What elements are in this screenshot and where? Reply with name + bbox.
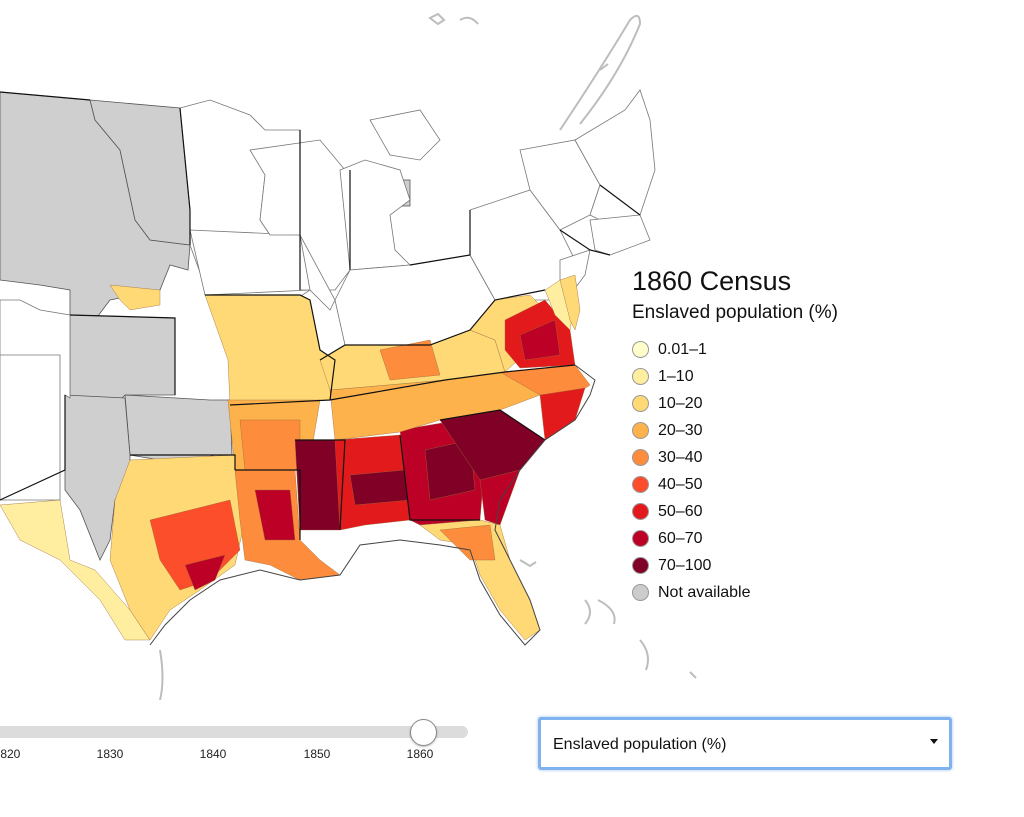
census-map[interactable] xyxy=(0,0,1024,700)
legend-swatch xyxy=(632,476,649,493)
legend-swatch xyxy=(632,530,649,547)
slider-handle[interactable] xyxy=(410,719,437,746)
legend-swatch xyxy=(632,395,649,412)
legend-swatch xyxy=(632,341,649,358)
legend-label: 20–30 xyxy=(658,421,703,439)
legend-swatch xyxy=(632,368,649,385)
year-slider[interactable]: 1820 1830 1840 1850 1860 xyxy=(0,716,480,776)
legend-item: 30–40 xyxy=(632,444,838,471)
legend-label: 0.01–1 xyxy=(658,340,707,358)
legend-label: 60–70 xyxy=(658,529,703,547)
legend-swatch xyxy=(632,557,649,574)
metric-select[interactable]: Enslaved population (%) xyxy=(538,717,952,770)
slave-counties xyxy=(0,274,591,641)
legend-item: 0.01–1 xyxy=(632,336,838,363)
metric-select-value: Enslaved population (%) xyxy=(553,736,727,753)
legend-label: 70–100 xyxy=(658,556,712,574)
state-borders xyxy=(0,91,641,540)
legend-swatch xyxy=(632,422,649,439)
free-territories xyxy=(0,89,656,501)
legend-title: 1860 Census xyxy=(632,266,792,296)
legend-swatch xyxy=(632,449,649,466)
coastline xyxy=(149,364,596,646)
dropdown-arrow-icon xyxy=(930,739,938,744)
map-legend: 1860 Census Enslaved population (%) 0.01… xyxy=(632,264,838,606)
slider-tick: 1860 xyxy=(406,747,434,761)
legend-swatch xyxy=(632,503,649,520)
legend-label: 40–50 xyxy=(658,475,703,493)
water-features xyxy=(159,12,697,700)
legend-item: 70–100 xyxy=(632,552,838,579)
legend-item: 60–70 xyxy=(632,525,838,552)
slider-track[interactable] xyxy=(0,726,468,738)
slider-tick: 1850 xyxy=(303,747,331,761)
legend-label: 1–10 xyxy=(658,367,694,385)
slider-tick: 1830 xyxy=(96,747,124,761)
legend-subtitle: Enslaved population (%) xyxy=(632,302,838,323)
legend-item: 20–30 xyxy=(632,417,838,444)
legend-item: 1–10 xyxy=(632,363,838,390)
legend-item: 40–50 xyxy=(632,471,838,498)
legend-label: Not available xyxy=(658,583,751,601)
legend-label: 50–60 xyxy=(658,502,703,520)
legend-swatch xyxy=(632,584,649,601)
legend-label: 10–20 xyxy=(658,394,703,412)
legend-item: 50–60 xyxy=(632,498,838,525)
legend-item: Not available xyxy=(632,579,838,606)
legend-item: 10–20 xyxy=(632,390,838,417)
slider-tick: 1820 xyxy=(0,747,21,761)
legend-label: 30–40 xyxy=(658,448,703,466)
slider-tick: 1840 xyxy=(199,747,227,761)
legend-items: 0.01–1 1–10 10–20 20–30 30–40 40–50 50–6… xyxy=(632,336,838,606)
